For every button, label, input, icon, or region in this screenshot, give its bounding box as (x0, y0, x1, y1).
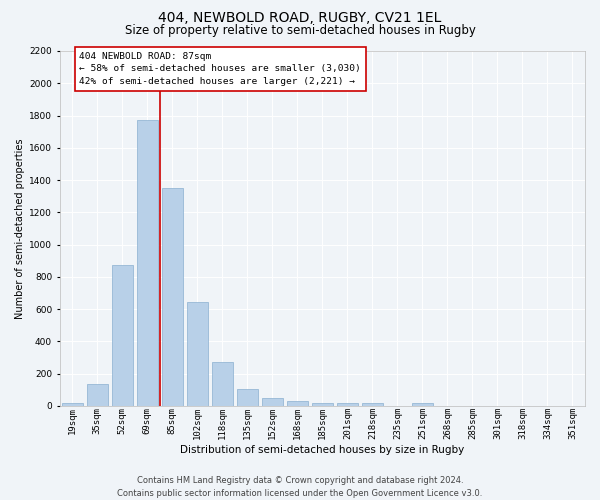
Bar (262, 398, 283, 406)
Bar (162, 188, 183, 406)
Text: 404 NEWBOLD ROAD: 87sqm
← 58% of semi-detached houses are smaller (3,030)
42% of: 404 NEWBOLD ROAD: 87sqm ← 58% of semi-de… (79, 52, 361, 86)
Bar (112, 264, 133, 406)
Text: Size of property relative to semi-detached houses in Rugby: Size of property relative to semi-detach… (125, 24, 475, 37)
Text: Contains HM Land Registry data © Crown copyright and database right 2024.
Contai: Contains HM Land Registry data © Crown c… (118, 476, 482, 498)
Bar (287, 401, 308, 406)
Bar (86, 384, 108, 406)
Bar (412, 402, 433, 406)
Text: 404, NEWBOLD ROAD, RUGBY, CV21 1EL: 404, NEWBOLD ROAD, RUGBY, CV21 1EL (158, 11, 442, 25)
Bar (187, 302, 208, 406)
Bar (362, 404, 383, 406)
Y-axis label: Number of semi-detached properties: Number of semi-detached properties (15, 138, 25, 318)
Bar (62, 404, 83, 406)
Bar (237, 389, 258, 406)
Bar (137, 120, 158, 406)
Bar (312, 402, 333, 406)
Bar (212, 362, 233, 406)
Bar (337, 404, 358, 406)
X-axis label: Distribution of semi-detached houses by size in Rugby: Distribution of semi-detached houses by … (180, 445, 464, 455)
